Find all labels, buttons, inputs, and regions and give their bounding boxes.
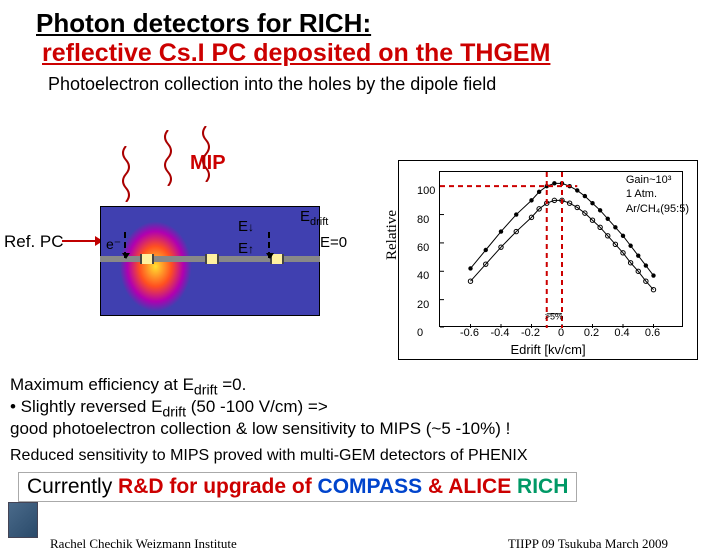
photon-icon bbox=[162, 130, 165, 180]
E-up-label: E↑ bbox=[238, 240, 254, 257]
chart-x-axis-label: Edrift [kv/cm] bbox=[399, 342, 697, 357]
refpc-label: Ref. PC bbox=[4, 232, 64, 252]
chart-xtick: -0.2 bbox=[521, 327, 540, 339]
chart-xtick: 0.2 bbox=[584, 327, 599, 339]
chart-xtick: 0.6 bbox=[645, 327, 660, 339]
electron-label: e⁻ bbox=[106, 236, 121, 253]
footer-conference: TIIPP 09 Tsukuba March 2009 bbox=[508, 536, 668, 552]
institute-logo-icon bbox=[8, 502, 38, 538]
efficiency-chart: >5% Gain~10³ 1 Atm. Ar/CH₄(95:5) Edrift … bbox=[398, 160, 698, 360]
body-line-4: Reduced sensitivity to MIPS proved with … bbox=[10, 446, 528, 466]
rd-highlight-box: Currently R&D for upgrade of COMPASS & A… bbox=[18, 472, 577, 502]
electron-path-icon bbox=[124, 232, 126, 258]
thgem-hole bbox=[140, 254, 154, 264]
svg-text:>5%: >5% bbox=[545, 311, 563, 321]
footer-author: Rachel Chechik Weizmann Institute bbox=[50, 536, 237, 552]
body-line-3: good photoelectron collection & low sens… bbox=[10, 418, 510, 439]
chart-xtick: -0.4 bbox=[491, 327, 510, 339]
thgem-hole bbox=[205, 254, 219, 264]
photon-icon bbox=[200, 126, 203, 176]
field-diagram: e⁻ bbox=[100, 176, 320, 326]
E-zero-label: E=0 bbox=[320, 234, 347, 251]
electron-path-icon bbox=[268, 232, 270, 258]
chart-xtick: -0.6 bbox=[460, 327, 479, 339]
E-down-label: E↓ bbox=[238, 218, 254, 235]
caption-text: Photoelectron collection into the holes … bbox=[0, 68, 720, 95]
chart-xtick: 0 bbox=[558, 327, 564, 339]
chart-xtick: 0.4 bbox=[614, 327, 629, 339]
refpc-arrow-icon bbox=[62, 240, 102, 242]
title-sub: reflective Cs.I PC deposited on the THGE… bbox=[0, 39, 720, 68]
chart-legend: Gain~10³ 1 Atm. Ar/CH₄(95:5) bbox=[626, 173, 689, 216]
photon-icon bbox=[120, 146, 123, 196]
E-drift-label: Edrift bbox=[300, 208, 328, 228]
title-main: Photon detectors for RICH: bbox=[0, 0, 720, 39]
